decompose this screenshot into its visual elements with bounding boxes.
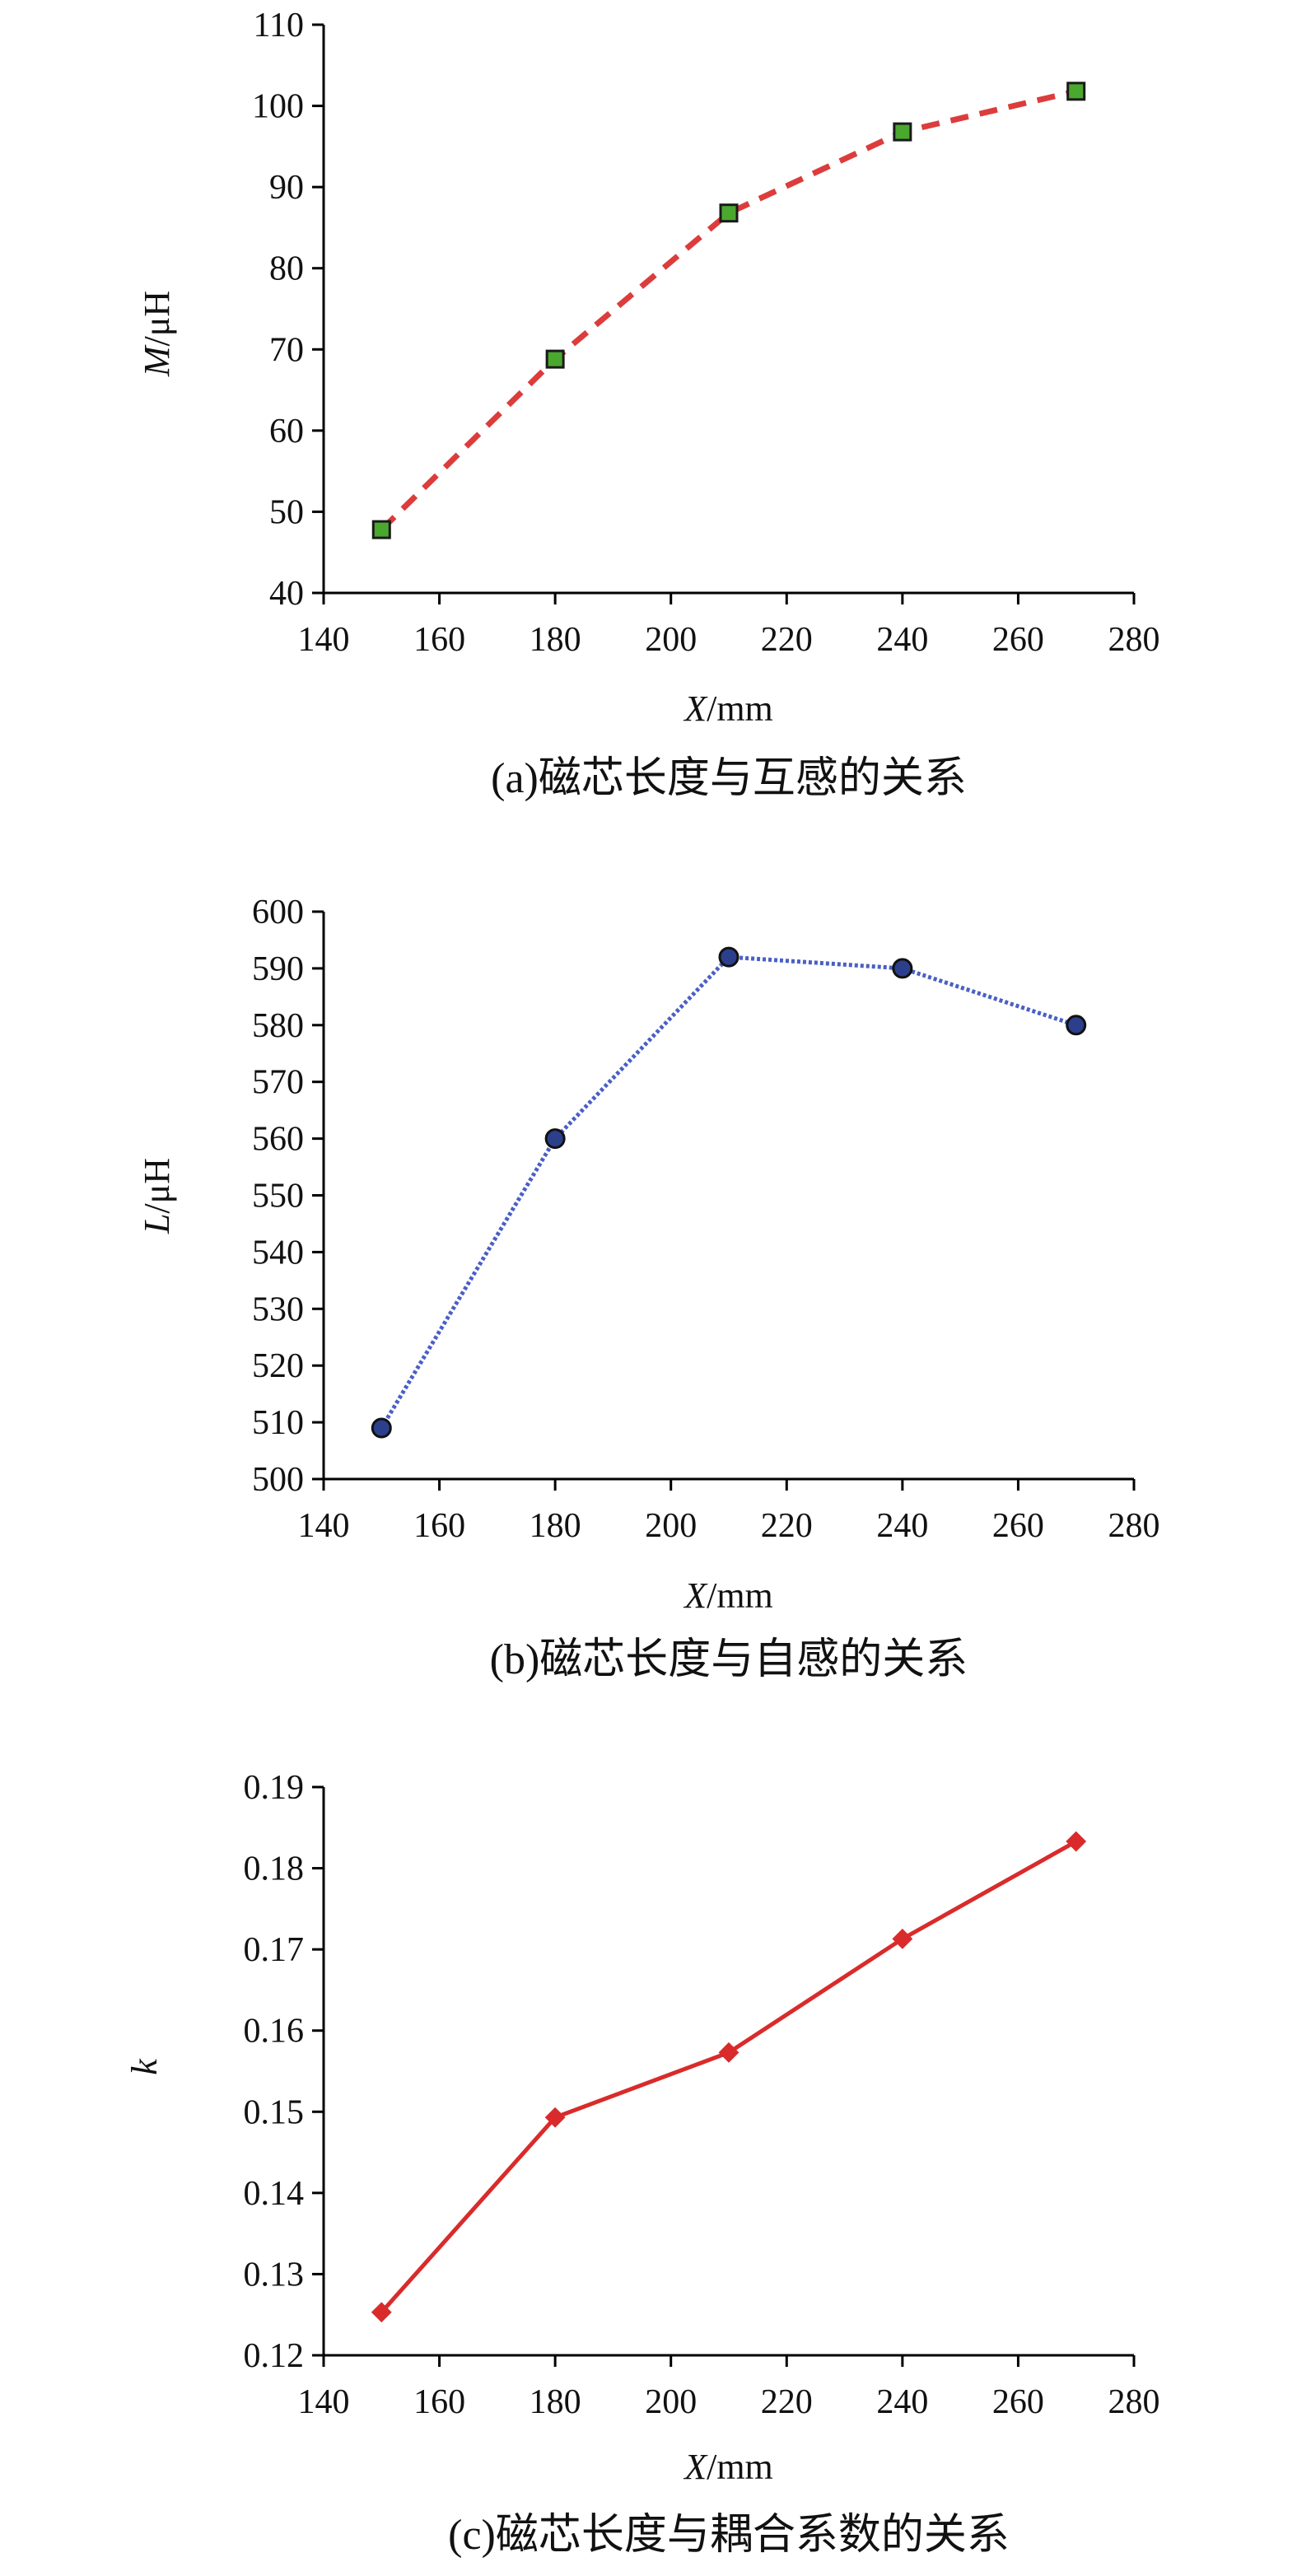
series-line bbox=[380, 954, 1077, 1430]
y-axis-variable: M bbox=[137, 344, 177, 377]
x-axis-unit: /mm bbox=[707, 2447, 773, 2487]
x-tick-label: 260 bbox=[992, 621, 1044, 659]
y-tick-label: 0.16 bbox=[244, 2013, 305, 2051]
x-tick-label: 220 bbox=[761, 1507, 813, 1545]
y-tick-label: 530 bbox=[252, 1290, 304, 1328]
y-tick-label: 40 bbox=[269, 575, 304, 613]
data-point bbox=[545, 349, 565, 369]
series-line bbox=[379, 88, 1077, 532]
data-point bbox=[1066, 1831, 1087, 1852]
y-tick-label: 0.13 bbox=[244, 2256, 305, 2294]
y-tick-label: 570 bbox=[252, 1064, 304, 1102]
x-tick-label: 260 bbox=[992, 2383, 1044, 2421]
y-tick-label: 60 bbox=[269, 413, 304, 450]
x-tick-label: 200 bbox=[645, 621, 697, 659]
x-axis-variable: X bbox=[683, 1575, 708, 1616]
x-axis-label: X/mm bbox=[683, 1575, 773, 1616]
data-point bbox=[371, 520, 391, 539]
x-axis-label: X/mm bbox=[683, 2447, 773, 2487]
y-axis-variable: k bbox=[124, 2058, 165, 2075]
data-point bbox=[719, 203, 739, 223]
y-axis-label: L/μH bbox=[137, 1158, 177, 1234]
x-tick-label: 260 bbox=[992, 1507, 1044, 1545]
x-tick-label: 160 bbox=[413, 1507, 465, 1545]
data-point bbox=[544, 1128, 566, 1150]
chart-panel-a: 40 50 60 70 80 90 100 110 140 160 180 200 220 240 260 2… bbox=[137, 7, 1160, 802]
x-tick-label: 280 bbox=[1108, 621, 1160, 659]
figure-caption: (c)磁芯长度与耦合系数的关系 bbox=[448, 2512, 1010, 2559]
y-tick-label: 560 bbox=[252, 1121, 304, 1159]
y-tick-label: 540 bbox=[252, 1234, 304, 1272]
x-tick-label: 220 bbox=[761, 2383, 813, 2421]
y-tick-label: 600 bbox=[252, 894, 304, 931]
y-tick-label: 500 bbox=[252, 1461, 304, 1499]
chart-panel-c: 0.12 0.13 0.14 0.15 0.16 0.17 0.18 0.19 140 160 18… bbox=[124, 1769, 1160, 2559]
x-tick-label: 280 bbox=[1108, 2383, 1160, 2421]
x-tick-label: 140 bbox=[298, 621, 350, 659]
figure-caption: (b)磁芯长度与自感的关系 bbox=[490, 1636, 968, 1683]
data-point bbox=[1066, 82, 1086, 101]
y-axis-unit: /μH bbox=[137, 1158, 177, 1214]
series-line bbox=[380, 1839, 1077, 2314]
y-tick-label: 0.12 bbox=[244, 2337, 305, 2375]
y-axis-label: M/μH bbox=[137, 291, 177, 377]
data-point bbox=[892, 1928, 913, 1949]
data-point bbox=[371, 2302, 392, 2323]
y-tick-label: 580 bbox=[252, 1007, 304, 1045]
figure-caption: (a)磁芯长度与互感的关系 bbox=[491, 755, 967, 802]
x-tick-label: 200 bbox=[645, 2383, 697, 2421]
y-tick-label: 520 bbox=[252, 1347, 304, 1385]
y-tick-label: 0.17 bbox=[244, 1931, 305, 1969]
x-axis-unit: /mm bbox=[707, 688, 773, 729]
y-axis-variable: L bbox=[137, 1214, 177, 1234]
data-point bbox=[1066, 1015, 1087, 1036]
y-tick-label: 50 bbox=[269, 493, 304, 531]
x-tick-label: 220 bbox=[761, 621, 813, 659]
x-tick-label: 140 bbox=[298, 1507, 350, 1545]
data-point bbox=[371, 1417, 392, 1439]
x-tick-label: 160 bbox=[413, 2383, 465, 2421]
x-tick-label: 180 bbox=[530, 2383, 581, 2421]
y-tick-label: 550 bbox=[252, 1178, 304, 1216]
y-axis-unit: /μH bbox=[137, 291, 177, 347]
x-tick-label: 200 bbox=[645, 1507, 697, 1545]
y-tick-label: 100 bbox=[252, 88, 304, 126]
x-tick-label: 160 bbox=[413, 621, 465, 659]
y-tick-label: 90 bbox=[269, 169, 304, 207]
y-tick-label: 590 bbox=[252, 950, 304, 988]
data-point bbox=[893, 122, 912, 142]
x-tick-label: 240 bbox=[876, 621, 928, 659]
x-tick-label: 180 bbox=[530, 621, 581, 659]
chart-panel-b: 500 510 520 530 540 550 560 570 580 590 600 140 160 1… bbox=[137, 894, 1160, 1683]
x-tick-label: 280 bbox=[1108, 1507, 1160, 1545]
x-tick-label: 240 bbox=[876, 2383, 928, 2421]
x-tick-label: 180 bbox=[530, 1507, 581, 1545]
data-point bbox=[718, 2042, 739, 2063]
y-tick-label: 80 bbox=[269, 250, 304, 288]
x-axis-variable: X bbox=[683, 2447, 708, 2487]
x-axis-label: X/mm bbox=[683, 688, 773, 729]
data-point bbox=[544, 2107, 566, 2128]
y-tick-label: 0.18 bbox=[244, 1850, 305, 1888]
y-tick-label: 110 bbox=[254, 7, 304, 44]
y-tick-label: 70 bbox=[269, 331, 304, 369]
y-axis-label: k bbox=[124, 2058, 165, 2075]
x-axis-unit: /mm bbox=[707, 1575, 773, 1616]
y-tick-label: 0.19 bbox=[244, 1769, 305, 1807]
data-point bbox=[892, 958, 913, 979]
y-tick-label: 0.14 bbox=[244, 2175, 305, 2213]
y-tick-label: 0.15 bbox=[244, 2093, 305, 2131]
data-point bbox=[718, 946, 739, 968]
x-tick-label: 140 bbox=[298, 2383, 350, 2421]
y-tick-label: 510 bbox=[252, 1404, 304, 1442]
x-tick-label: 240 bbox=[876, 1507, 928, 1545]
x-axis-variable: X bbox=[683, 688, 708, 729]
